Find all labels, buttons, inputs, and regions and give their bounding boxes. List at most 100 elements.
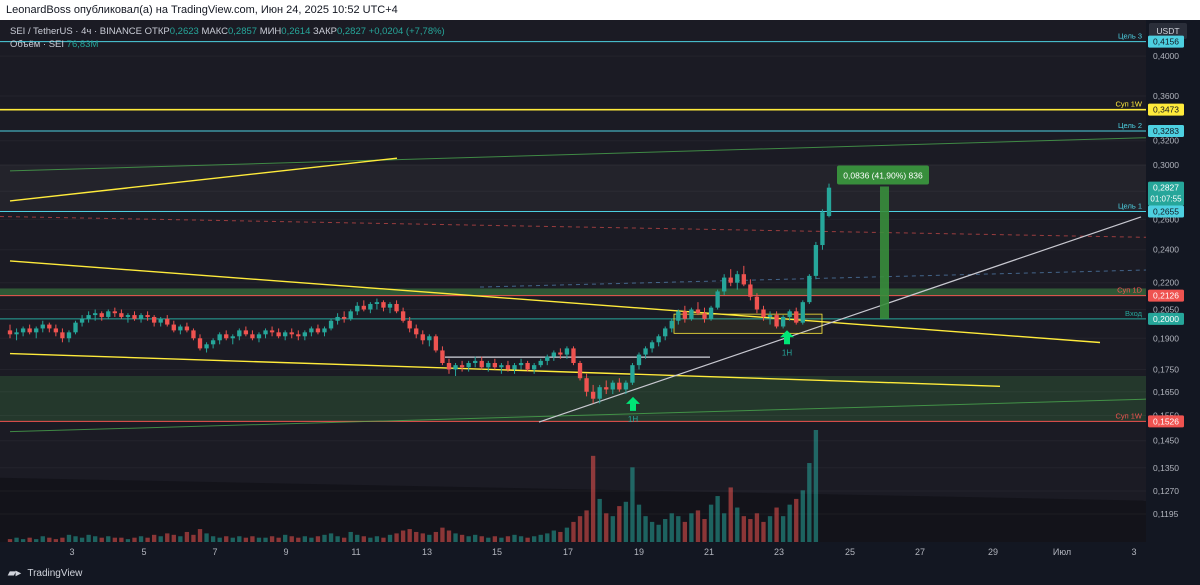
volume-bar bbox=[302, 536, 308, 542]
legend-low-label: МИН bbox=[259, 26, 282, 37]
price-tick-label: 0,2400 bbox=[1153, 245, 1179, 255]
candle bbox=[20, 326, 26, 337]
candle bbox=[361, 300, 366, 312]
candle-body bbox=[296, 334, 301, 337]
legend-low-value: 0,2614 bbox=[281, 26, 311, 37]
candle-body bbox=[165, 318, 170, 325]
volume-bar bbox=[243, 537, 249, 542]
candle bbox=[525, 360, 530, 372]
candle-body bbox=[381, 302, 386, 308]
volume-bar bbox=[715, 496, 720, 542]
candle-body bbox=[584, 378, 589, 392]
legend-close-label: ЗАКР bbox=[313, 26, 337, 37]
price-label-bg bbox=[1148, 181, 1184, 206]
level-label: Цель 2 bbox=[1118, 121, 1142, 130]
volume-bar bbox=[400, 530, 406, 542]
volume-bar bbox=[722, 513, 727, 542]
price-label-text: 0,2000 bbox=[1153, 314, 1179, 324]
candle-body bbox=[715, 291, 720, 308]
candle bbox=[558, 348, 563, 359]
lower-volume-region bbox=[0, 477, 1146, 542]
price-label-text: 0,2126 bbox=[1153, 291, 1179, 301]
candle bbox=[250, 330, 255, 341]
candle-body bbox=[256, 334, 262, 339]
volume-bar bbox=[119, 537, 124, 542]
level-label: Цель 1 bbox=[1118, 201, 1142, 210]
candle-body bbox=[643, 348, 648, 355]
candle bbox=[590, 384, 596, 404]
candle bbox=[630, 363, 635, 385]
candle bbox=[669, 318, 674, 333]
volume-bar bbox=[86, 534, 91, 542]
trendlines bbox=[9, 137, 1147, 433]
legend-symbol[interactable]: SEI / TetherUS · 4ч · BINANCE bbox=[10, 26, 143, 37]
candle bbox=[230, 334, 235, 345]
candle bbox=[486, 360, 491, 372]
candle-body bbox=[754, 296, 760, 310]
footer-brand[interactable]: TradingView bbox=[27, 568, 83, 579]
signal-label: 1H bbox=[628, 415, 638, 424]
volume-bar bbox=[656, 524, 661, 542]
price-label: 0,3283 bbox=[1148, 124, 1184, 137]
volume-bar bbox=[256, 537, 262, 542]
volume-bar bbox=[512, 534, 517, 542]
volume-bar bbox=[780, 516, 786, 542]
price-label-bg bbox=[1148, 205, 1184, 218]
candle bbox=[754, 293, 760, 314]
candle bbox=[741, 265, 746, 287]
candle-body bbox=[217, 334, 222, 341]
candle-body bbox=[761, 309, 766, 317]
candle-body bbox=[473, 360, 478, 364]
horizontal-levels: Цель 3 Суп 1W Цель 2 Цель 1 Суп 1D Вход Суп 1W bbox=[0, 32, 1146, 422]
candle bbox=[99, 311, 104, 321]
candle-body bbox=[813, 245, 819, 276]
legend-volume-label[interactable]: Объём · SEI bbox=[10, 39, 65, 50]
candle-body bbox=[453, 365, 458, 370]
volume-bar bbox=[427, 534, 432, 542]
candle-body bbox=[604, 387, 609, 390]
candle bbox=[780, 315, 786, 329]
candle-body bbox=[512, 365, 517, 370]
volume-bar bbox=[571, 521, 576, 542]
candle bbox=[296, 330, 301, 341]
volume-bar bbox=[558, 531, 563, 542]
candle bbox=[794, 307, 799, 325]
volume-bar bbox=[335, 536, 340, 542]
candle-body bbox=[695, 309, 701, 314]
candle bbox=[538, 358, 543, 368]
up-arrow-icon bbox=[626, 396, 640, 411]
publish-text: LeonardBoss опубликовал(а) на TradingVie… bbox=[6, 4, 398, 16]
candle bbox=[610, 380, 615, 395]
level-label: Вход bbox=[1125, 309, 1143, 318]
volume-bar bbox=[453, 533, 458, 542]
price-chart[interactable]: Цель 3 Суп 1W Цель 2 Цель 1 Суп 1D Вход Суп 1W… bbox=[0, 20, 1200, 563]
time-tick-label: 3 bbox=[69, 547, 74, 557]
candle-body bbox=[178, 326, 183, 331]
price-tick-label: 0,3200 bbox=[1153, 136, 1179, 146]
candle bbox=[335, 313, 340, 325]
candle-body bbox=[794, 311, 799, 323]
time-axis: 3 5 7 9 11 13 15 17 19 21 23 25 27 29 Июл 3 bbox=[69, 547, 1136, 557]
volume-bar bbox=[60, 537, 65, 542]
volume-bar bbox=[217, 537, 222, 542]
volume-bar bbox=[774, 507, 779, 542]
time-tick-label: 15 bbox=[492, 547, 502, 557]
candle bbox=[119, 309, 124, 319]
chart-background bbox=[0, 20, 1200, 563]
volume-bar bbox=[322, 534, 327, 542]
candle-body bbox=[722, 277, 727, 292]
candle bbox=[492, 358, 498, 370]
price-tick-label: 0,1195 bbox=[1153, 509, 1179, 519]
legend-main-row: SEI / TetherUS · 4ч · BINANCE ОТКР0,2623… bbox=[10, 25, 445, 38]
volume-bar bbox=[387, 534, 393, 542]
volume-bar bbox=[649, 521, 655, 542]
candle-body bbox=[682, 311, 688, 319]
candle-body bbox=[689, 309, 694, 319]
price-label-text: 0,1526 bbox=[1153, 416, 1179, 426]
measure-tooltip-bg bbox=[837, 165, 929, 185]
candle-body bbox=[446, 363, 452, 370]
tradingview-logo-icon: ▰▸ bbox=[8, 568, 21, 579]
candle bbox=[125, 313, 131, 323]
volume-bar bbox=[492, 536, 498, 542]
candle bbox=[636, 352, 642, 370]
